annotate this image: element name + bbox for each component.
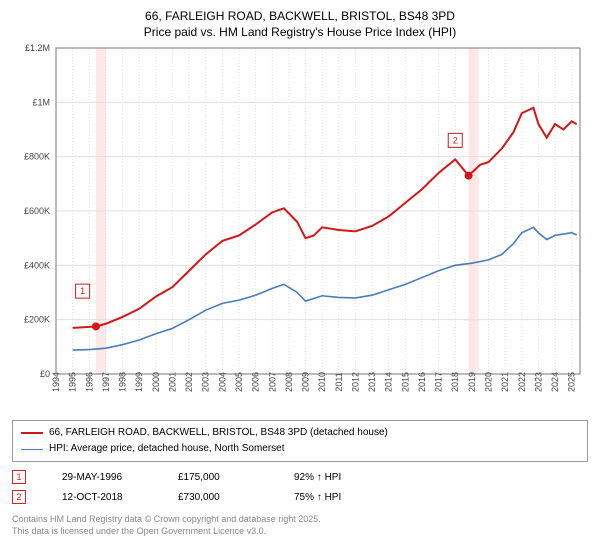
legend-swatch-1	[21, 432, 43, 434]
legend-row-2: HPI: Average price, detached house, Nort…	[21, 441, 579, 457]
svg-text:2003: 2003	[201, 372, 211, 392]
data-point-marker-1: 1	[12, 470, 26, 484]
svg-text:£0: £0	[40, 369, 50, 379]
svg-text:2009: 2009	[301, 372, 311, 392]
legend-label-2: HPI: Average price, detached house, Nort…	[49, 441, 285, 457]
svg-text:2019: 2019	[467, 372, 477, 392]
title-line-2: Price paid vs. HM Land Registry's House …	[12, 24, 588, 40]
svg-text:£600K: £600K	[24, 206, 50, 216]
legend-box: 66, FARLEIGH ROAD, BACKWELL, BRISTOL, BS…	[12, 420, 588, 462]
data-point-row-1: 1 29-MAY-1996 £175,000 92% ↑ HPI	[12, 470, 588, 484]
svg-text:2022: 2022	[517, 372, 527, 392]
root: 66, FARLEIGH ROAD, BACKWELL, BRISTOL, BS…	[0, 0, 600, 560]
svg-text:£200K: £200K	[24, 315, 50, 325]
svg-text:£1.2M: £1.2M	[25, 44, 50, 53]
svg-text:1998: 1998	[118, 372, 128, 392]
data-point-table: 1 29-MAY-1996 £175,000 92% ↑ HPI 2 12-OC…	[12, 470, 588, 510]
data-point-pct-2: 75% ↑ HPI	[294, 492, 374, 503]
title-line-1: 66, FARLEIGH ROAD, BACKWELL, BRISTOL, BS…	[12, 8, 588, 24]
svg-text:2: 2	[453, 136, 458, 146]
svg-text:2001: 2001	[167, 372, 177, 392]
license-line-2: This data is licensed under the Open Gov…	[12, 526, 588, 538]
svg-text:1995: 1995	[68, 372, 78, 392]
data-point-marker-2: 2	[12, 490, 26, 504]
svg-text:1996: 1996	[84, 372, 94, 392]
svg-text:2000: 2000	[151, 372, 161, 392]
svg-text:2006: 2006	[251, 372, 261, 392]
svg-text:2021: 2021	[500, 372, 510, 392]
svg-text:2011: 2011	[334, 373, 344, 392]
chart-area: £0 £200K £400K £600K £800K £1M £1.2M 1994 1995 19…	[12, 44, 588, 414]
data-point-price-1: £175,000	[178, 472, 258, 483]
svg-text:1994: 1994	[51, 372, 61, 392]
svg-text:2004: 2004	[217, 372, 227, 392]
svg-text:2007: 2007	[267, 372, 277, 392]
license-line-1: Contains HM Land Registry data © Crown c…	[12, 514, 588, 526]
svg-text:1: 1	[80, 287, 85, 297]
legend-row-1: 66, FARLEIGH ROAD, BACKWELL, BRISTOL, BS…	[21, 425, 579, 441]
svg-text:1999: 1999	[134, 372, 144, 392]
svg-text:2016: 2016	[417, 372, 427, 392]
legend-swatch-2	[21, 449, 43, 450]
legend-label-1: 66, FARLEIGH ROAD, BACKWELL, BRISTOL, BS…	[49, 425, 388, 441]
svg-text:2024: 2024	[550, 372, 560, 392]
license-block: Contains HM Land Registry data © Crown c…	[12, 514, 588, 537]
data-point-date-1: 29-MAY-1996	[62, 472, 142, 483]
svg-text:2025: 2025	[567, 372, 577, 392]
data-point-row-2: 2 12-OCT-2018 £730,000 75% ↑ HPI	[12, 490, 588, 504]
svg-text:2008: 2008	[284, 372, 294, 392]
svg-text:2012: 2012	[350, 372, 360, 392]
svg-text:2010: 2010	[317, 372, 327, 392]
svg-text:1997: 1997	[101, 372, 111, 392]
data-point-pct-1: 92% ↑ HPI	[294, 472, 374, 483]
data-point-price-2: £730,000	[178, 492, 258, 503]
data-point-date-2: 12-OCT-2018	[62, 492, 142, 503]
svg-text:2005: 2005	[234, 372, 244, 392]
svg-text:2015: 2015	[400, 372, 410, 392]
svg-text:£400K: £400K	[24, 261, 50, 271]
svg-text:2020: 2020	[484, 372, 494, 392]
svg-text:2018: 2018	[450, 372, 460, 392]
svg-text:2014: 2014	[384, 372, 394, 392]
svg-text:2013: 2013	[367, 372, 377, 392]
chart-svg: £0 £200K £400K £600K £800K £1M £1.2M 1994 1995 19…	[12, 44, 588, 414]
svg-text:2017: 2017	[434, 372, 444, 392]
svg-text:£800K: £800K	[24, 152, 50, 162]
chart-title-block: 66, FARLEIGH ROAD, BACKWELL, BRISTOL, BS…	[12, 8, 588, 40]
svg-text:2023: 2023	[533, 372, 543, 392]
svg-text:£1M: £1M	[32, 98, 50, 108]
svg-text:2002: 2002	[184, 372, 194, 392]
